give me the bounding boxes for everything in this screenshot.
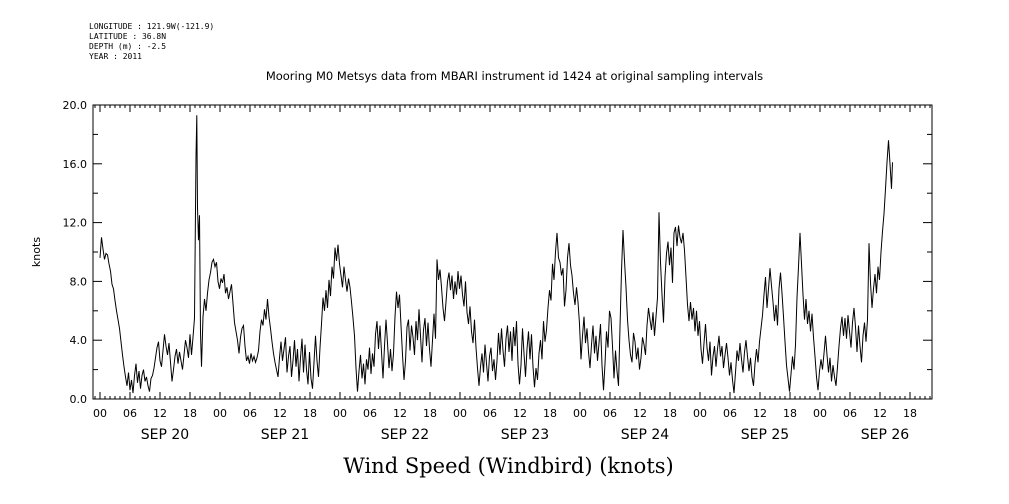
x-tick-label: 18 <box>663 407 677 420</box>
x-tick-label: 12 <box>633 407 647 420</box>
y-tick-label: 0.0 <box>70 393 88 406</box>
x-tick-label: 06 <box>363 407 377 420</box>
wind-speed-line <box>99 115 893 394</box>
chart-subtitle: Mooring M0 Metsys data from MBARI instru… <box>265 69 764 83</box>
x-tick-label: 18 <box>303 407 317 420</box>
year-text: YEAR : 2011 <box>89 52 142 61</box>
x-tick-label: 06 <box>483 407 497 420</box>
chart-title: Wind Speed (Windbird) (knots) <box>343 454 674 478</box>
day-label: SEP 24 <box>621 427 670 443</box>
day-label: SEP 22 <box>381 427 429 443</box>
day-label: SEP 20 <box>141 427 189 443</box>
x-tick-label: 00 <box>813 407 827 420</box>
longitude-text: LONGITUDE : 121.9W(-121.9) <box>89 22 215 31</box>
axis-labels: 0.0 4.0 8.0 12.0 16.0 20.0 00 06 12 18 SEP 20 00 06 1… <box>63 99 918 443</box>
x-tick-label: 18 <box>543 407 557 420</box>
x-tick-label: 06 <box>723 407 737 420</box>
y-axis-label: knots <box>30 237 43 267</box>
y-tick-label: 20.0 <box>63 99 88 112</box>
y-tick-label: 16.0 <box>63 158 88 171</box>
x-tick-label: 06 <box>603 407 617 420</box>
x-tick-label: 18 <box>423 407 437 420</box>
x-tick-label: 06 <box>243 407 257 420</box>
x-tick-label: 00 <box>333 407 347 420</box>
x-tick-label: 00 <box>453 407 467 420</box>
x-tick-label: 12 <box>753 407 767 420</box>
metadata-block: LONGITUDE : 121.9W(-121.9) LATITUDE : 36… <box>89 22 214 62</box>
day-label: SEP 26 <box>861 427 910 443</box>
x-tick-label: 00 <box>693 407 707 420</box>
x-tick-label: 06 <box>123 407 137 420</box>
x-tick-label: 00 <box>573 407 587 420</box>
x-tick-label: 18 <box>183 407 197 420</box>
y-tick-label: 12.0 <box>63 217 88 230</box>
x-tick-label: 06 <box>843 407 857 420</box>
x-tick-label: 12 <box>393 407 407 420</box>
x-tick-label: 00 <box>213 407 227 420</box>
x-tick-label: 12 <box>513 407 527 420</box>
x-tick-label: 00 <box>93 407 107 420</box>
x-tick-label: 18 <box>783 407 797 420</box>
depth-text: DEPTH (m) : -2.5 <box>89 42 167 51</box>
x-tick-label: 12 <box>273 407 287 420</box>
x-tick-label: 12 <box>873 407 887 420</box>
day-label: SEP 21 <box>261 427 309 443</box>
axis-ticks <box>93 104 932 400</box>
x-tick-label: 18 <box>903 407 917 420</box>
y-tick-label: 8.0 <box>70 275 88 288</box>
day-label: SEP 25 <box>741 427 789 443</box>
day-label: SEP 23 <box>501 427 549 443</box>
y-tick-label: 4.0 <box>70 334 88 347</box>
latitude-text: LATITUDE : 36.8N <box>89 32 167 41</box>
x-tick-label: 12 <box>153 407 167 420</box>
